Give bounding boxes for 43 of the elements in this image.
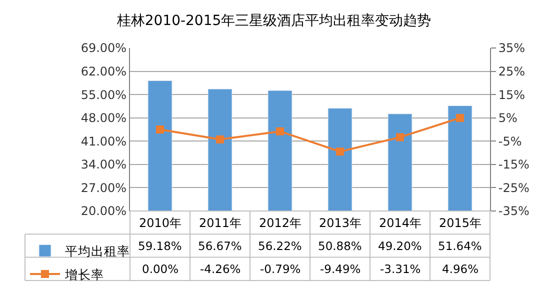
data-label: -0.79% <box>260 262 301 276</box>
x-tick-label: 2014年 <box>379 216 422 230</box>
y-tick-label: 62.00% <box>80 64 127 78</box>
x-tick-label: 2015年 <box>439 216 482 230</box>
y2-tick-label: -25% <box>498 180 530 195</box>
y-tick-label: 20.00% <box>80 204 127 218</box>
data-label: 49.20% <box>378 239 422 253</box>
data-label: -4.26% <box>200 262 241 276</box>
legend-label: 增长率 <box>64 266 104 282</box>
y2-tick-label: -15% <box>498 158 530 172</box>
y-tick-label: 34.00% <box>80 158 127 172</box>
data-label: 0.00% <box>142 262 179 276</box>
y-tick-label: 48.00% <box>80 111 127 126</box>
y-tick-label: 69.00% <box>80 41 127 56</box>
y2-tick-label: 15% <box>498 88 526 102</box>
point <box>276 127 284 136</box>
point <box>216 135 224 144</box>
y-tick-label: 27.00% <box>80 180 127 195</box>
y2-tick-label: -35% <box>498 204 530 218</box>
point <box>456 114 464 122</box>
y2-tick-label: 5% <box>498 111 518 126</box>
point <box>396 133 404 142</box>
data-label: -3.31% <box>380 262 421 276</box>
y2-tick-label: 35% <box>498 41 526 56</box>
data-label: 50.88% <box>318 239 362 253</box>
y-tick-label: 55.00% <box>80 88 127 102</box>
legend-label: 平均出租率 <box>65 244 130 259</box>
data-label: 4.96% <box>442 262 479 276</box>
x-tick-label: 2013年 <box>319 216 362 230</box>
y2-tick-label: -5% <box>498 134 522 148</box>
data-label: 56.22% <box>258 239 302 253</box>
point <box>336 148 344 156</box>
y-tick-label: 41.00% <box>80 134 127 148</box>
point <box>156 126 164 134</box>
data-label: 59.18% <box>138 239 182 253</box>
x-tick-label: 2012年 <box>259 216 302 230</box>
chart-title: 桂林2010-2015年三星级酒店平均出租率变动趋势 <box>116 12 432 29</box>
data-label: -9.49% <box>320 262 361 276</box>
y2-tick-label: 25% <box>498 64 526 78</box>
x-tick-label: 2011年 <box>199 216 242 230</box>
x-tick-label: 2010年 <box>139 216 182 230</box>
data-label: 56.67% <box>198 239 242 253</box>
data-label: 51.64% <box>438 239 482 253</box>
